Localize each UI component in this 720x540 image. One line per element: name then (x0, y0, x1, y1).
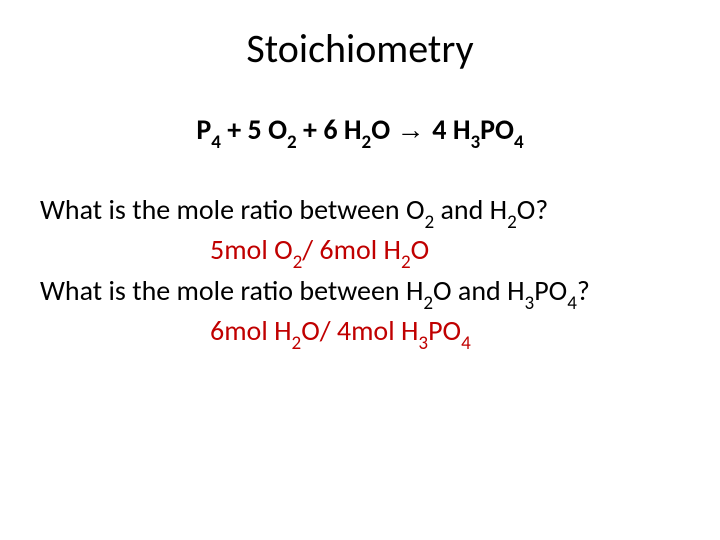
body-text: What is the mole ratio between O2 and H2… (40, 192, 680, 354)
question-2: What is the mole ratio between H2O and H… (40, 273, 680, 313)
chemical-equation: P4 + 5 O2 + 6 H2O → 4 H3PO4 (0, 112, 720, 152)
question-1: What is the mole ratio between O2 and H2… (40, 192, 680, 232)
eq-term-h3po4: 4 H3PO4 (432, 112, 523, 147)
answer-2: 6mol H2O/ 4mol H3PO4 (40, 313, 680, 353)
slide-title: Stoichiometry (0, 24, 720, 73)
eq-term-p4: P4 (196, 112, 221, 147)
eq-term-o2: 5 O2 (248, 112, 297, 147)
eq-op-plus: + (227, 112, 247, 147)
answer-1: 5mol O2/ 6mol H2O (40, 232, 680, 272)
slide: Stoichiometry P4 + 5 O2 + 6 H2O → 4 H3PO… (0, 0, 720, 540)
eq-term-h2o: 6 H2O (323, 112, 390, 147)
eq-arrow-icon: → (396, 114, 432, 145)
eq-op-plus: + (303, 112, 323, 147)
